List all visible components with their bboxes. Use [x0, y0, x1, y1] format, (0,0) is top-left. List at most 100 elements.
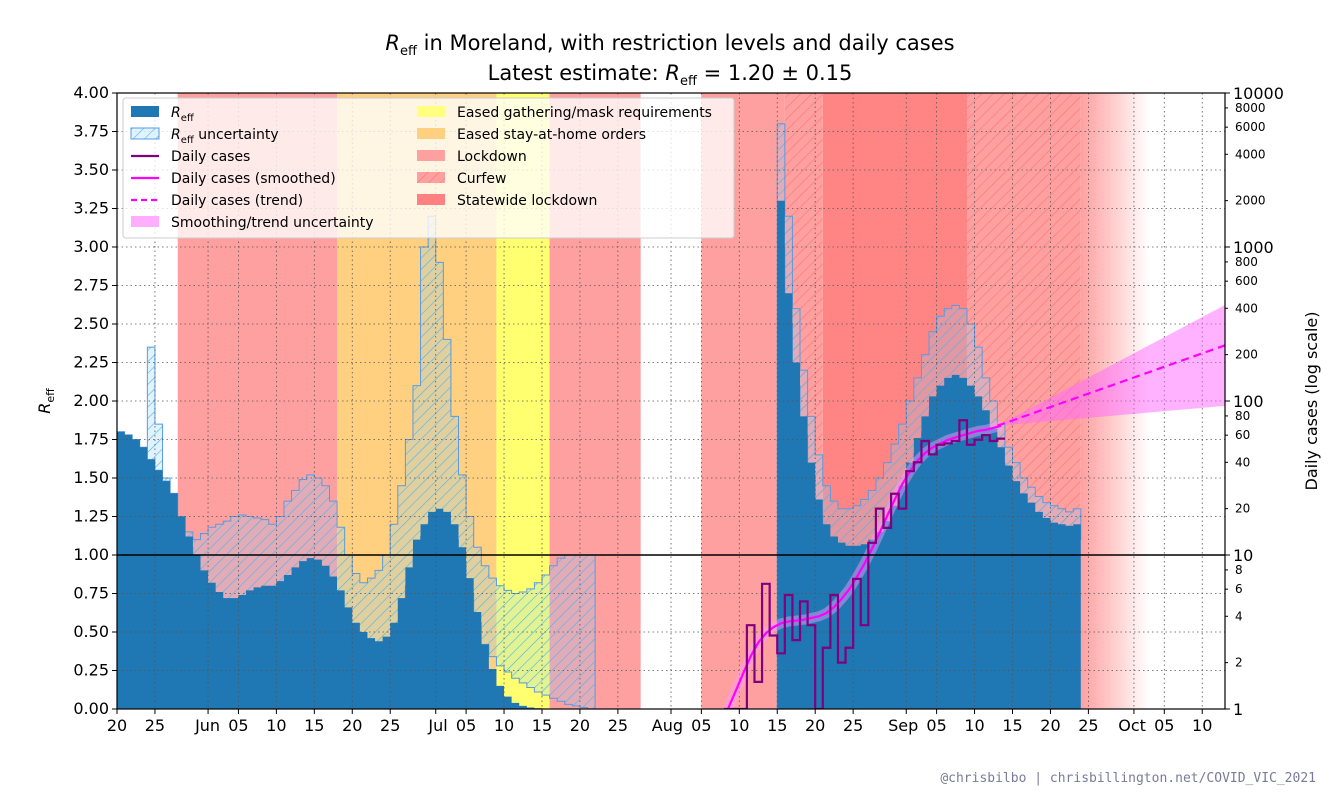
y-left-tick-label-4: 1.00	[73, 545, 109, 564]
y-right-minor-label-2: 6	[1235, 582, 1243, 596]
x-tick-label-1: 25	[145, 716, 165, 735]
x-tick-label-6: 20	[342, 716, 362, 735]
x-axis-ticks: 20 25 Jun 05 10 15 20 25 Jul 05 10 15 20 25 Aug 05 10 15 2…	[107, 709, 1212, 735]
x-tick-label-10: 10	[494, 716, 514, 735]
y-left-tick-label-11: 2.75	[73, 276, 109, 295]
y-left-tick-label-2: 0.50	[73, 622, 109, 641]
y-axis-right-label: Daily cases (log scale)	[1302, 312, 1321, 491]
y-right-minor-label-1: 4	[1235, 609, 1243, 623]
legend-label-right-4: Statewide lockdown	[457, 193, 597, 209]
x-tick-label-22: 10	[964, 716, 984, 735]
y-right-minor-label-15: 8000	[1235, 101, 1266, 115]
y-right-tick-label-0: 1	[1233, 700, 1243, 719]
legend-label-left-4: Daily cases (trend)	[171, 193, 303, 209]
y-right-minor-label-0: 2	[1235, 656, 1243, 670]
legend-label-left-5: Smoothing/trend uncertainty	[171, 215, 374, 231]
legend-box	[122, 97, 735, 239]
x-tick-label-20: Sep	[888, 716, 918, 735]
x-tick-label-11: 15	[532, 716, 552, 735]
chart-title-line1: Reff in Moreland, with restriction level…	[385, 31, 954, 59]
y-right-minor-label-10: 600	[1235, 274, 1258, 288]
trend-cases-line	[996, 344, 1225, 427]
x-tick-label-28: 10	[1192, 716, 1212, 735]
cases-lines	[723, 305, 1225, 709]
y-right-minor-label-14: 6000	[1235, 120, 1266, 134]
y-axis-left-ticks: 0.00 0.25 0.50 0.75 1.00 1.25 1.50 1.75 2.00 2.25…	[73, 83, 117, 718]
y-right-minor-label-13: 4000	[1235, 147, 1266, 161]
y-left-tick-label-16: 4.00	[73, 83, 109, 102]
x-tick-label-8: Jul	[427, 716, 447, 735]
legend-label-right-0: Eased gathering/mask requirements	[457, 105, 712, 121]
y-right-minor-label-4: 20	[1235, 502, 1250, 516]
credit-text: @chrisbilbo | chrisbillington.net/COVID_…	[940, 771, 1316, 786]
y-left-tick-label-7: 1.75	[73, 430, 109, 449]
x-tick-label-18: 20	[805, 716, 825, 735]
x-tick-label-3: 05	[228, 716, 248, 735]
x-tick-label-9: 05	[456, 716, 476, 735]
legend-swatch-right-3	[417, 172, 445, 183]
reff-median-area	[117, 200, 1081, 709]
y-right-minor-label-11: 800	[1235, 255, 1258, 269]
legend-swatch-right-2	[417, 150, 445, 161]
x-tick-label-27: 05	[1154, 716, 1174, 735]
y-right-minor-label-8: 200	[1235, 348, 1258, 362]
y-right-tick-label-3: 1000	[1233, 238, 1274, 257]
y-right-minor-label-5: 40	[1235, 455, 1250, 469]
legend-swatch-right-0	[417, 106, 445, 117]
x-tick-label-25: 25	[1078, 716, 1098, 735]
y-right-tick-label-1: 10	[1233, 546, 1253, 565]
trend-uncertainty-band	[997, 305, 1225, 426]
y-left-tick-label-8: 2.00	[73, 391, 109, 410]
legend-label-left-2: Daily cases	[171, 149, 250, 165]
y-left-tick-label-0: 0.00	[73, 699, 109, 718]
daily-cases-line	[724, 419, 1005, 709]
x-tick-label-26: Oct	[1118, 716, 1146, 735]
y-left-tick-label-9: 2.25	[73, 353, 109, 372]
legend-label-left-3: Daily cases (smoothed)	[171, 171, 336, 187]
y-axis-left-label: Reff	[35, 388, 57, 414]
x-tick-label-17: 15	[767, 716, 787, 735]
y-right-tick-label-2: 100	[1233, 392, 1264, 411]
x-tick-label-2: Jun	[194, 716, 220, 735]
x-tick-label-21: 05	[926, 716, 946, 735]
legend-swatch-right-1	[417, 128, 445, 139]
y-left-tick-label-12: 3.00	[73, 237, 109, 256]
y-left-tick-label-13: 3.25	[73, 199, 109, 218]
x-tick-label-12: 20	[570, 716, 590, 735]
legend: Reff Reff uncertainty Daily cases Daily cas…	[122, 97, 735, 239]
legend-label-right-1: Eased stay-at-home orders	[457, 127, 646, 143]
x-tick-label-5: 15	[304, 716, 324, 735]
y-left-tick-label-1: 0.25	[73, 661, 109, 680]
y-left-tick-label-10: 2.50	[73, 314, 109, 333]
y-right-minor-label-7: 80	[1235, 409, 1250, 423]
x-tick-label-7: 25	[380, 716, 400, 735]
legend-label-left-1: Reff uncertainty	[171, 127, 279, 146]
legend-swatch-right-4	[417, 194, 445, 205]
x-tick-label-13: 25	[608, 716, 628, 735]
legend-label-right-3: Curfew	[457, 171, 506, 187]
legend-label-left-0: Reff	[171, 105, 195, 124]
x-tick-label-0: 20	[107, 716, 127, 735]
y-right-minor-label-12: 2000	[1235, 194, 1266, 208]
x-tick-label-15: 05	[691, 716, 711, 735]
x-tick-label-24: 20	[1040, 716, 1060, 735]
y-left-tick-label-6: 1.50	[73, 468, 109, 487]
y-right-tick-label-4: 10000	[1233, 84, 1284, 103]
y-right-minor-label-6: 60	[1235, 428, 1250, 442]
x-tick-label-14: Aug	[652, 716, 683, 735]
y-left-tick-label-15: 3.75	[73, 122, 109, 141]
y-left-tick-label-3: 0.75	[73, 584, 109, 603]
y-axis-right-ticks: 1 10 100 1000 10000 2 4 6 8 20 40 60 80 200 400 600 800 2…	[1225, 84, 1284, 719]
y-right-minor-label-3: 8	[1235, 563, 1243, 577]
y-left-tick-label-5: 1.25	[73, 507, 109, 526]
x-tick-label-16: 10	[729, 716, 749, 735]
legend-label-right-2: Lockdown	[457, 149, 527, 165]
chart-title-line2: Latest estimate: Reff = 1.20 ± 0.15	[488, 61, 853, 89]
y-left-tick-label-14: 3.50	[73, 160, 109, 179]
legend-swatch-left-0	[131, 106, 159, 117]
smoothed-cases-line	[726, 424, 1002, 709]
x-tick-label-23: 15	[1002, 716, 1022, 735]
legend-swatch-left-5	[131, 216, 159, 227]
legend-swatch-left-1	[130, 127, 160, 140]
